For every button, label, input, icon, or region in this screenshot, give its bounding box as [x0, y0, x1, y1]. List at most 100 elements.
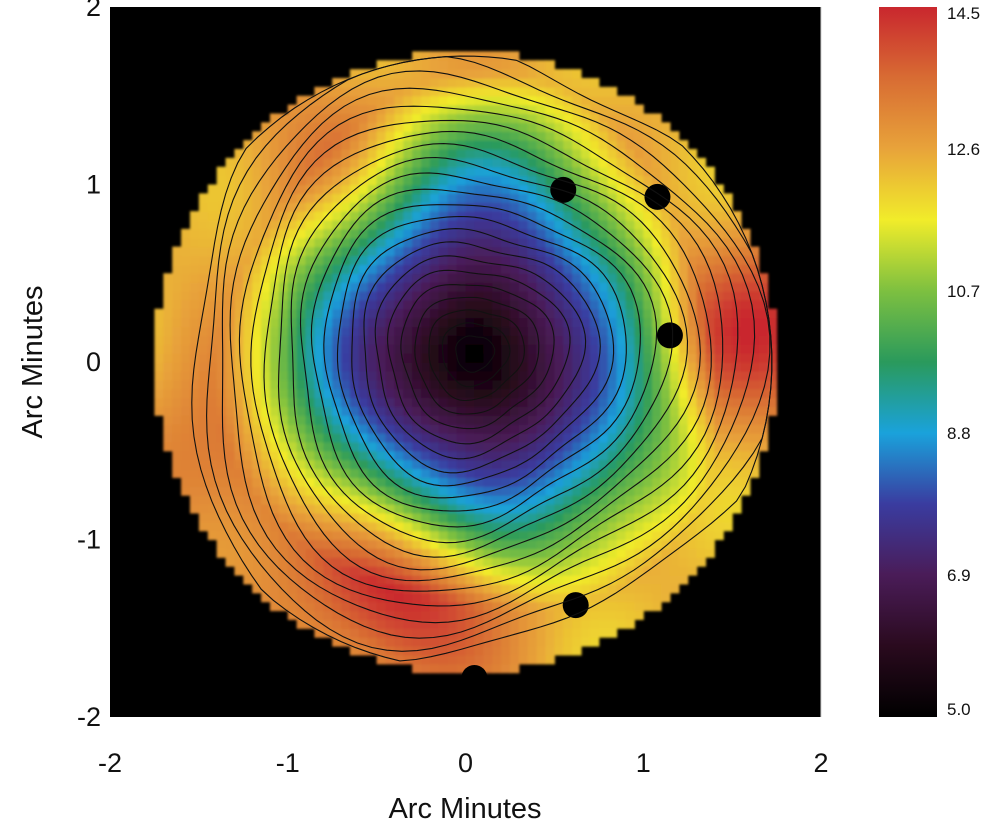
heatmap-cell — [598, 495, 609, 505]
heatmap-cell — [447, 406, 458, 416]
heatmap-cell — [741, 273, 751, 283]
heatmap-cell — [492, 344, 502, 354]
heatmap-cell — [696, 362, 707, 372]
heatmap-cell — [758, 326, 769, 336]
heatmap-cell — [616, 397, 627, 407]
heatmap-cell — [243, 149, 253, 159]
heatmap-cell — [358, 477, 369, 487]
heatmap-cell — [412, 415, 422, 425]
heatmap-cell — [598, 379, 609, 390]
heatmap-cell — [323, 166, 333, 177]
y-tick-label: 2 — [86, 0, 101, 22]
heatmap-cell — [536, 299, 547, 310]
heatmap-cell — [714, 202, 724, 212]
heatmap-cell — [518, 477, 529, 487]
heatmap-cell — [483, 406, 493, 416]
heatmap-cell — [403, 592, 413, 603]
heatmap-cell — [349, 450, 360, 461]
heatmap-cell — [234, 415, 244, 425]
heatmap-cell — [181, 273, 191, 283]
heatmap-cell — [394, 299, 404, 310]
heatmap-cell — [412, 273, 422, 283]
heatmap-cell — [252, 557, 262, 567]
heatmap-cell — [447, 220, 458, 230]
heatmap-cell — [705, 495, 715, 505]
heatmap-cell — [501, 557, 511, 567]
heatmap-cell — [474, 459, 484, 470]
heatmap-cell — [714, 362, 724, 372]
heatmap-cell — [723, 477, 733, 487]
heatmap-cell — [589, 131, 600, 141]
heatmap-cell — [421, 521, 431, 532]
heatmap-cell — [669, 228, 680, 239]
heatmap-cell — [625, 237, 635, 248]
heatmap-cell — [341, 317, 351, 328]
heatmap-cell — [758, 415, 769, 425]
heatmap-cell — [438, 592, 449, 603]
heatmap-cell — [341, 237, 351, 248]
heatmap-cell — [509, 583, 520, 594]
heatmap-cell — [581, 433, 591, 443]
heatmap-cell — [625, 512, 635, 523]
heatmap-cell — [509, 51, 520, 61]
heatmap-cell — [598, 344, 609, 354]
heatmap-cell — [225, 459, 236, 470]
heatmap-cell — [323, 415, 333, 425]
heatmap-cell — [349, 344, 360, 354]
heatmap-cell — [572, 388, 582, 399]
heatmap-cell — [492, 202, 502, 212]
heatmap-cell — [332, 362, 342, 372]
heatmap-cell — [314, 273, 324, 283]
heatmap-cell — [394, 459, 404, 470]
heatmap-cell — [696, 202, 707, 212]
heatmap-cell — [429, 601, 440, 612]
heatmap-cell — [198, 424, 209, 434]
masked-source — [644, 183, 671, 210]
heatmap-cell — [572, 228, 582, 239]
heatmap-cell — [572, 317, 582, 328]
heatmap-cell — [394, 202, 404, 212]
heatmap-cell — [625, 140, 635, 150]
heatmap-cell — [323, 441, 333, 452]
heatmap-cell — [518, 95, 529, 106]
heatmap-cell — [625, 344, 635, 354]
heatmap-cell — [305, 237, 316, 248]
heatmap-cell — [554, 122, 564, 132]
heatmap-cell — [607, 353, 618, 363]
heatmap-cell — [429, 273, 440, 283]
heatmap-cell — [625, 477, 635, 487]
heatmap-cell — [447, 78, 458, 88]
heatmap-cell — [456, 637, 467, 647]
colorbar-gradient — [879, 7, 937, 717]
heatmap-cell — [563, 86, 573, 97]
heatmap-cell — [323, 539, 333, 549]
heatmap-cell — [581, 512, 591, 523]
heatmap-cell — [723, 317, 733, 328]
heatmap-cell — [714, 477, 724, 487]
heatmap-cell — [154, 326, 164, 336]
heatmap-cell — [447, 495, 458, 505]
heatmap-cell — [287, 441, 298, 452]
heatmap-cell — [349, 592, 360, 603]
heatmap-cell — [732, 362, 742, 372]
heatmap-cell — [554, 495, 564, 505]
heatmap-cell — [314, 628, 324, 638]
heatmap-cell — [261, 468, 271, 478]
heatmap-cell — [474, 95, 484, 106]
heatmap-cell — [403, 104, 413, 115]
heatmap-cell — [625, 583, 635, 594]
contour-line — [229, 87, 756, 624]
heatmap-cell — [447, 388, 458, 399]
heatmap-cell — [572, 86, 582, 97]
heatmap-cell — [758, 353, 769, 363]
heatmap-cell — [705, 326, 715, 336]
heatmap-cell — [483, 157, 493, 168]
heatmap-cell — [438, 166, 449, 177]
heatmap-cell — [687, 149, 698, 159]
heatmap-cell — [314, 459, 324, 470]
heatmap-cell — [598, 317, 609, 328]
heatmap-cell — [625, 566, 635, 576]
heatmap-cell — [572, 184, 582, 194]
heatmap-cell — [705, 193, 715, 203]
heatmap-cell — [598, 246, 609, 257]
